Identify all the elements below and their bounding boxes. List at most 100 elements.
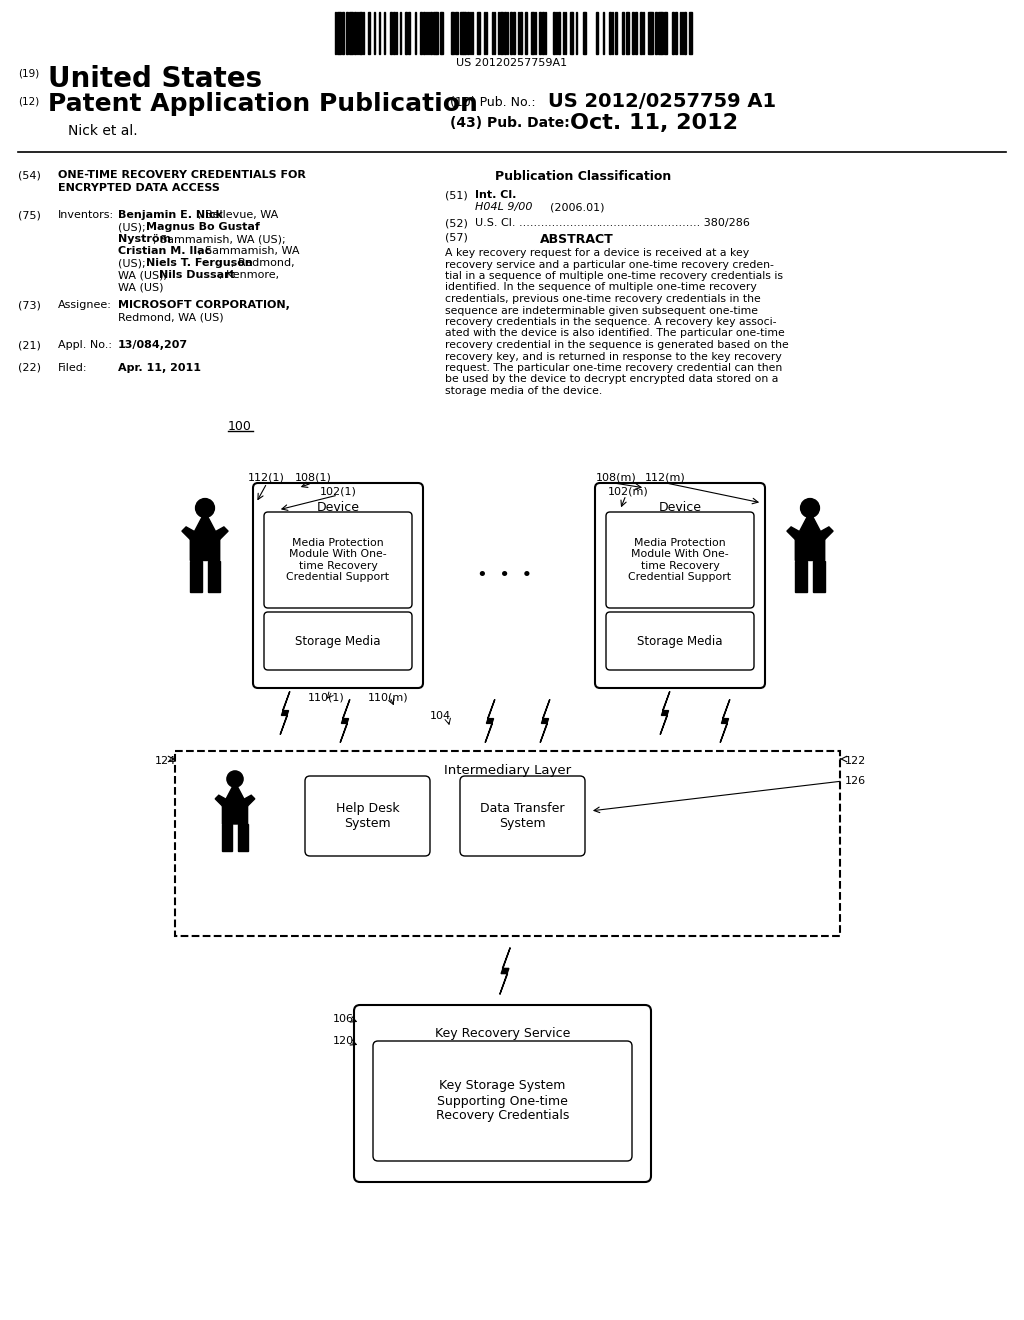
Bar [455, 12, 458, 54]
Polygon shape [340, 700, 350, 743]
Text: (43) Pub. Date:: (43) Pub. Date: [450, 116, 569, 129]
Text: 122: 122 [845, 756, 866, 766]
Polygon shape [182, 527, 228, 540]
Text: (12): (12) [18, 96, 39, 106]
FancyBboxPatch shape [264, 512, 412, 609]
Bar [689, 12, 692, 54]
Text: 126: 126 [845, 776, 866, 785]
Text: , Sammamish, WA (US);: , Sammamish, WA (US); [153, 234, 286, 244]
Polygon shape [222, 787, 248, 824]
Bar [408, 12, 410, 54]
FancyBboxPatch shape [305, 776, 430, 855]
Text: Key Storage System
Supporting One-time
Recovery Credentials: Key Storage System Supporting One-time R… [436, 1080, 569, 1122]
Text: , Kenmore,: , Kenmore, [219, 271, 280, 280]
Text: Device: Device [316, 502, 359, 513]
Bar [359, 12, 361, 54]
Text: Media Protection
Module With One-
time Recovery
Credential Support: Media Protection Module With One- time R… [287, 537, 389, 582]
Text: (52): (52) [445, 218, 468, 228]
Bar [664, 12, 667, 54]
Text: (US);: (US); [118, 257, 150, 268]
Text: 112(m): 112(m) [645, 473, 686, 483]
Text: (57): (57) [445, 234, 468, 243]
Text: Key Recovery Service: Key Recovery Service [435, 1027, 570, 1040]
Bar [467, 12, 469, 54]
Circle shape [196, 499, 214, 517]
Bar [542, 12, 544, 54]
Text: Benjamin E. Nick: Benjamin E. Nick [118, 210, 223, 220]
Bar [368, 12, 370, 54]
Bar [436, 12, 438, 54]
Bar [433, 12, 436, 54]
Text: (19): (19) [18, 69, 39, 78]
Text: recovery key, and is returned in response to the key recovery: recovery key, and is returned in respons… [445, 351, 781, 362]
Bar [477, 12, 480, 54]
FancyBboxPatch shape [175, 751, 840, 936]
Text: 112(1): 112(1) [248, 473, 285, 483]
Text: 124: 124 [155, 756, 176, 766]
Text: Media Protection
Module With One-
time Recovery
Credential Support: Media Protection Module With One- time R… [629, 537, 731, 582]
Text: U.S. Cl. .................................................. 380/286: U.S. Cl. ...............................… [475, 218, 750, 228]
FancyBboxPatch shape [595, 483, 765, 688]
Text: (10) Pub. No.:: (10) Pub. No.: [450, 96, 536, 110]
Text: ENCRYPTED DATA ACCESS: ENCRYPTED DATA ACCESS [58, 183, 220, 193]
Text: ated with the device is also identified. The particular one-time: ated with the device is also identified.… [445, 329, 784, 338]
Polygon shape [541, 700, 550, 743]
Text: be used by the device to decrypt encrypted data stored on a: be used by the device to decrypt encrypt… [445, 375, 778, 384]
Bar [558, 12, 560, 54]
Text: Niels T. Ferguson: Niels T. Ferguson [145, 257, 252, 268]
Bar [342, 12, 344, 54]
Polygon shape [796, 561, 807, 591]
Bar [615, 12, 617, 54]
Bar [648, 12, 650, 54]
Text: Int. Cl.: Int. Cl. [475, 190, 516, 201]
Text: request. The particular one-time recovery credential can then: request. The particular one-time recover… [445, 363, 782, 374]
Text: Redmond, WA (US): Redmond, WA (US) [118, 313, 223, 323]
Text: Intermediary Layer: Intermediary Layer [444, 764, 571, 777]
Bar [632, 12, 634, 54]
Text: Oct. 11, 2012: Oct. 11, 2012 [570, 114, 738, 133]
Text: Appl. No.:: Appl. No.: [58, 341, 112, 350]
Bar [463, 12, 465, 54]
Bar [553, 12, 555, 54]
Text: 110(m): 110(m) [368, 693, 409, 704]
Bar [640, 12, 642, 54]
Text: •  •  •: • • • [477, 566, 532, 585]
Text: Storage Media: Storage Media [295, 635, 381, 648]
Polygon shape [281, 692, 290, 735]
Text: 106: 106 [333, 1014, 354, 1024]
Text: ABSTRACT: ABSTRACT [540, 234, 613, 246]
Text: sequence are indeterminable given subsequent one-time: sequence are indeterminable given subseq… [445, 305, 758, 315]
Text: Magnus Bo Gustaf: Magnus Bo Gustaf [145, 222, 259, 232]
Bar [520, 12, 522, 54]
Polygon shape [222, 824, 232, 851]
Bar [346, 12, 348, 54]
Text: 102(1): 102(1) [319, 486, 357, 496]
FancyBboxPatch shape [354, 1005, 651, 1181]
Bar [622, 12, 624, 54]
Bar [423, 12, 425, 54]
Bar [662, 12, 663, 54]
Polygon shape [208, 561, 220, 591]
Polygon shape [215, 795, 255, 807]
Polygon shape [786, 527, 834, 540]
Bar [531, 12, 534, 54]
Text: (22): (22) [18, 363, 41, 374]
Polygon shape [796, 517, 824, 561]
Polygon shape [813, 561, 824, 591]
Bar [441, 12, 443, 54]
Text: 108(1): 108(1) [295, 473, 332, 483]
Text: Help Desk
System: Help Desk System [336, 803, 399, 830]
Text: recovery credentials in the sequence. A recovery key associ-: recovery credentials in the sequence. A … [445, 317, 776, 327]
Bar [349, 12, 353, 54]
Text: Cristian M. Ilac: Cristian M. Ilac [118, 246, 211, 256]
Text: Filed:: Filed: [58, 363, 87, 374]
Text: ONE-TIME RECOVERY CREDENTIALS FOR: ONE-TIME RECOVERY CREDENTIALS FOR [58, 170, 306, 180]
Text: Storage Media: Storage Media [637, 635, 723, 648]
Text: Publication Classification: Publication Classification [495, 170, 672, 183]
Polygon shape [720, 700, 730, 743]
Bar [655, 12, 657, 54]
Polygon shape [485, 700, 495, 743]
Text: (51): (51) [445, 190, 468, 201]
Bar [354, 12, 356, 54]
Polygon shape [500, 948, 510, 994]
